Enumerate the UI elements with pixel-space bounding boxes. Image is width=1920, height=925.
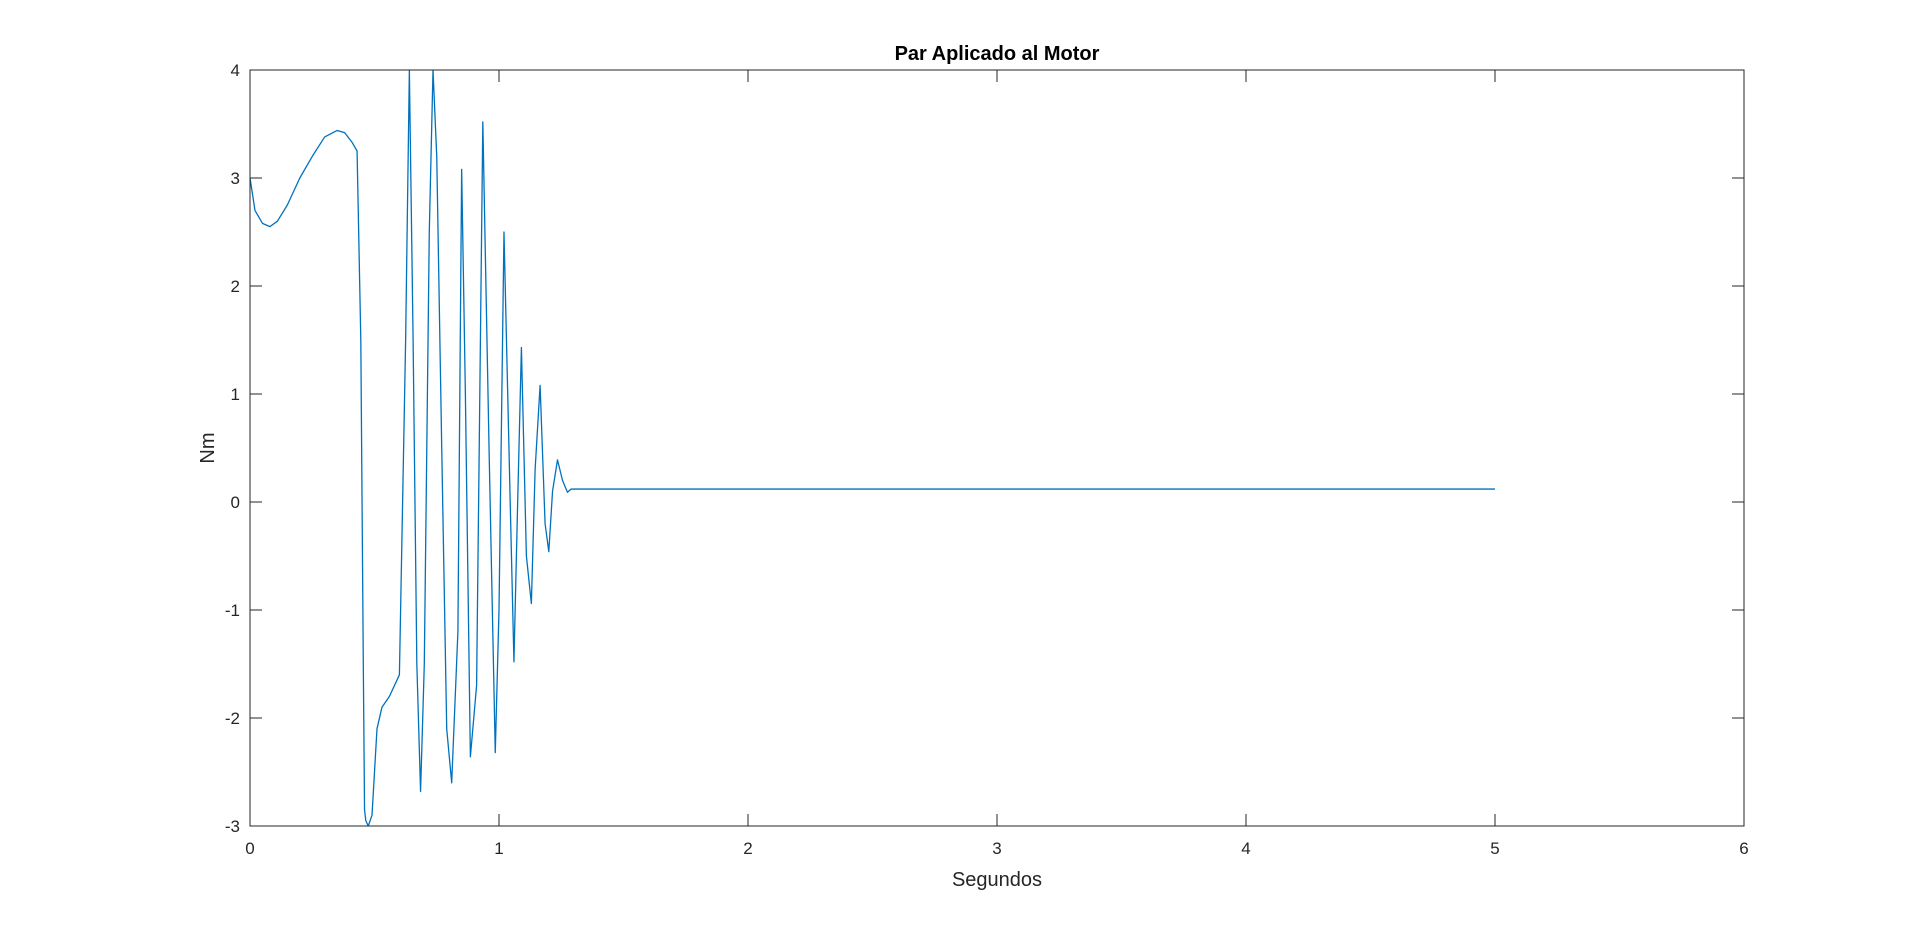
y-tick-label: 0 bbox=[231, 493, 240, 512]
y-axis-label: Nm bbox=[197, 432, 219, 463]
y-tick-label: 1 bbox=[231, 385, 240, 404]
x-tick-label: 6 bbox=[1739, 839, 1748, 858]
x-tick-label: 1 bbox=[494, 839, 503, 858]
y-tick-label: 2 bbox=[231, 277, 240, 296]
y-tick-label: -2 bbox=[225, 709, 240, 728]
series-layer bbox=[250, 70, 1495, 826]
y-tick-label: -3 bbox=[225, 817, 240, 836]
x-axis-label: Segundos bbox=[952, 869, 1042, 891]
chart-title: Par Aplicado al Motor bbox=[895, 43, 1100, 65]
x-tick-label: 4 bbox=[1241, 839, 1250, 858]
ticks-layer: 0 1 2 3 4 5 6 -3 -2 -1 0 1 2 3 4 bbox=[225, 61, 1749, 858]
x-tick-label: 3 bbox=[992, 839, 1001, 858]
x-tick-label: 0 bbox=[245, 839, 254, 858]
y-tick-label: 4 bbox=[231, 61, 240, 80]
y-tick-label: -1 bbox=[225, 601, 240, 620]
x-tick-label: 2 bbox=[743, 839, 752, 858]
series-line bbox=[250, 70, 1495, 826]
plot-area bbox=[250, 70, 1744, 826]
y-tick-label: 3 bbox=[231, 169, 240, 188]
x-tick-label: 5 bbox=[1490, 839, 1499, 858]
